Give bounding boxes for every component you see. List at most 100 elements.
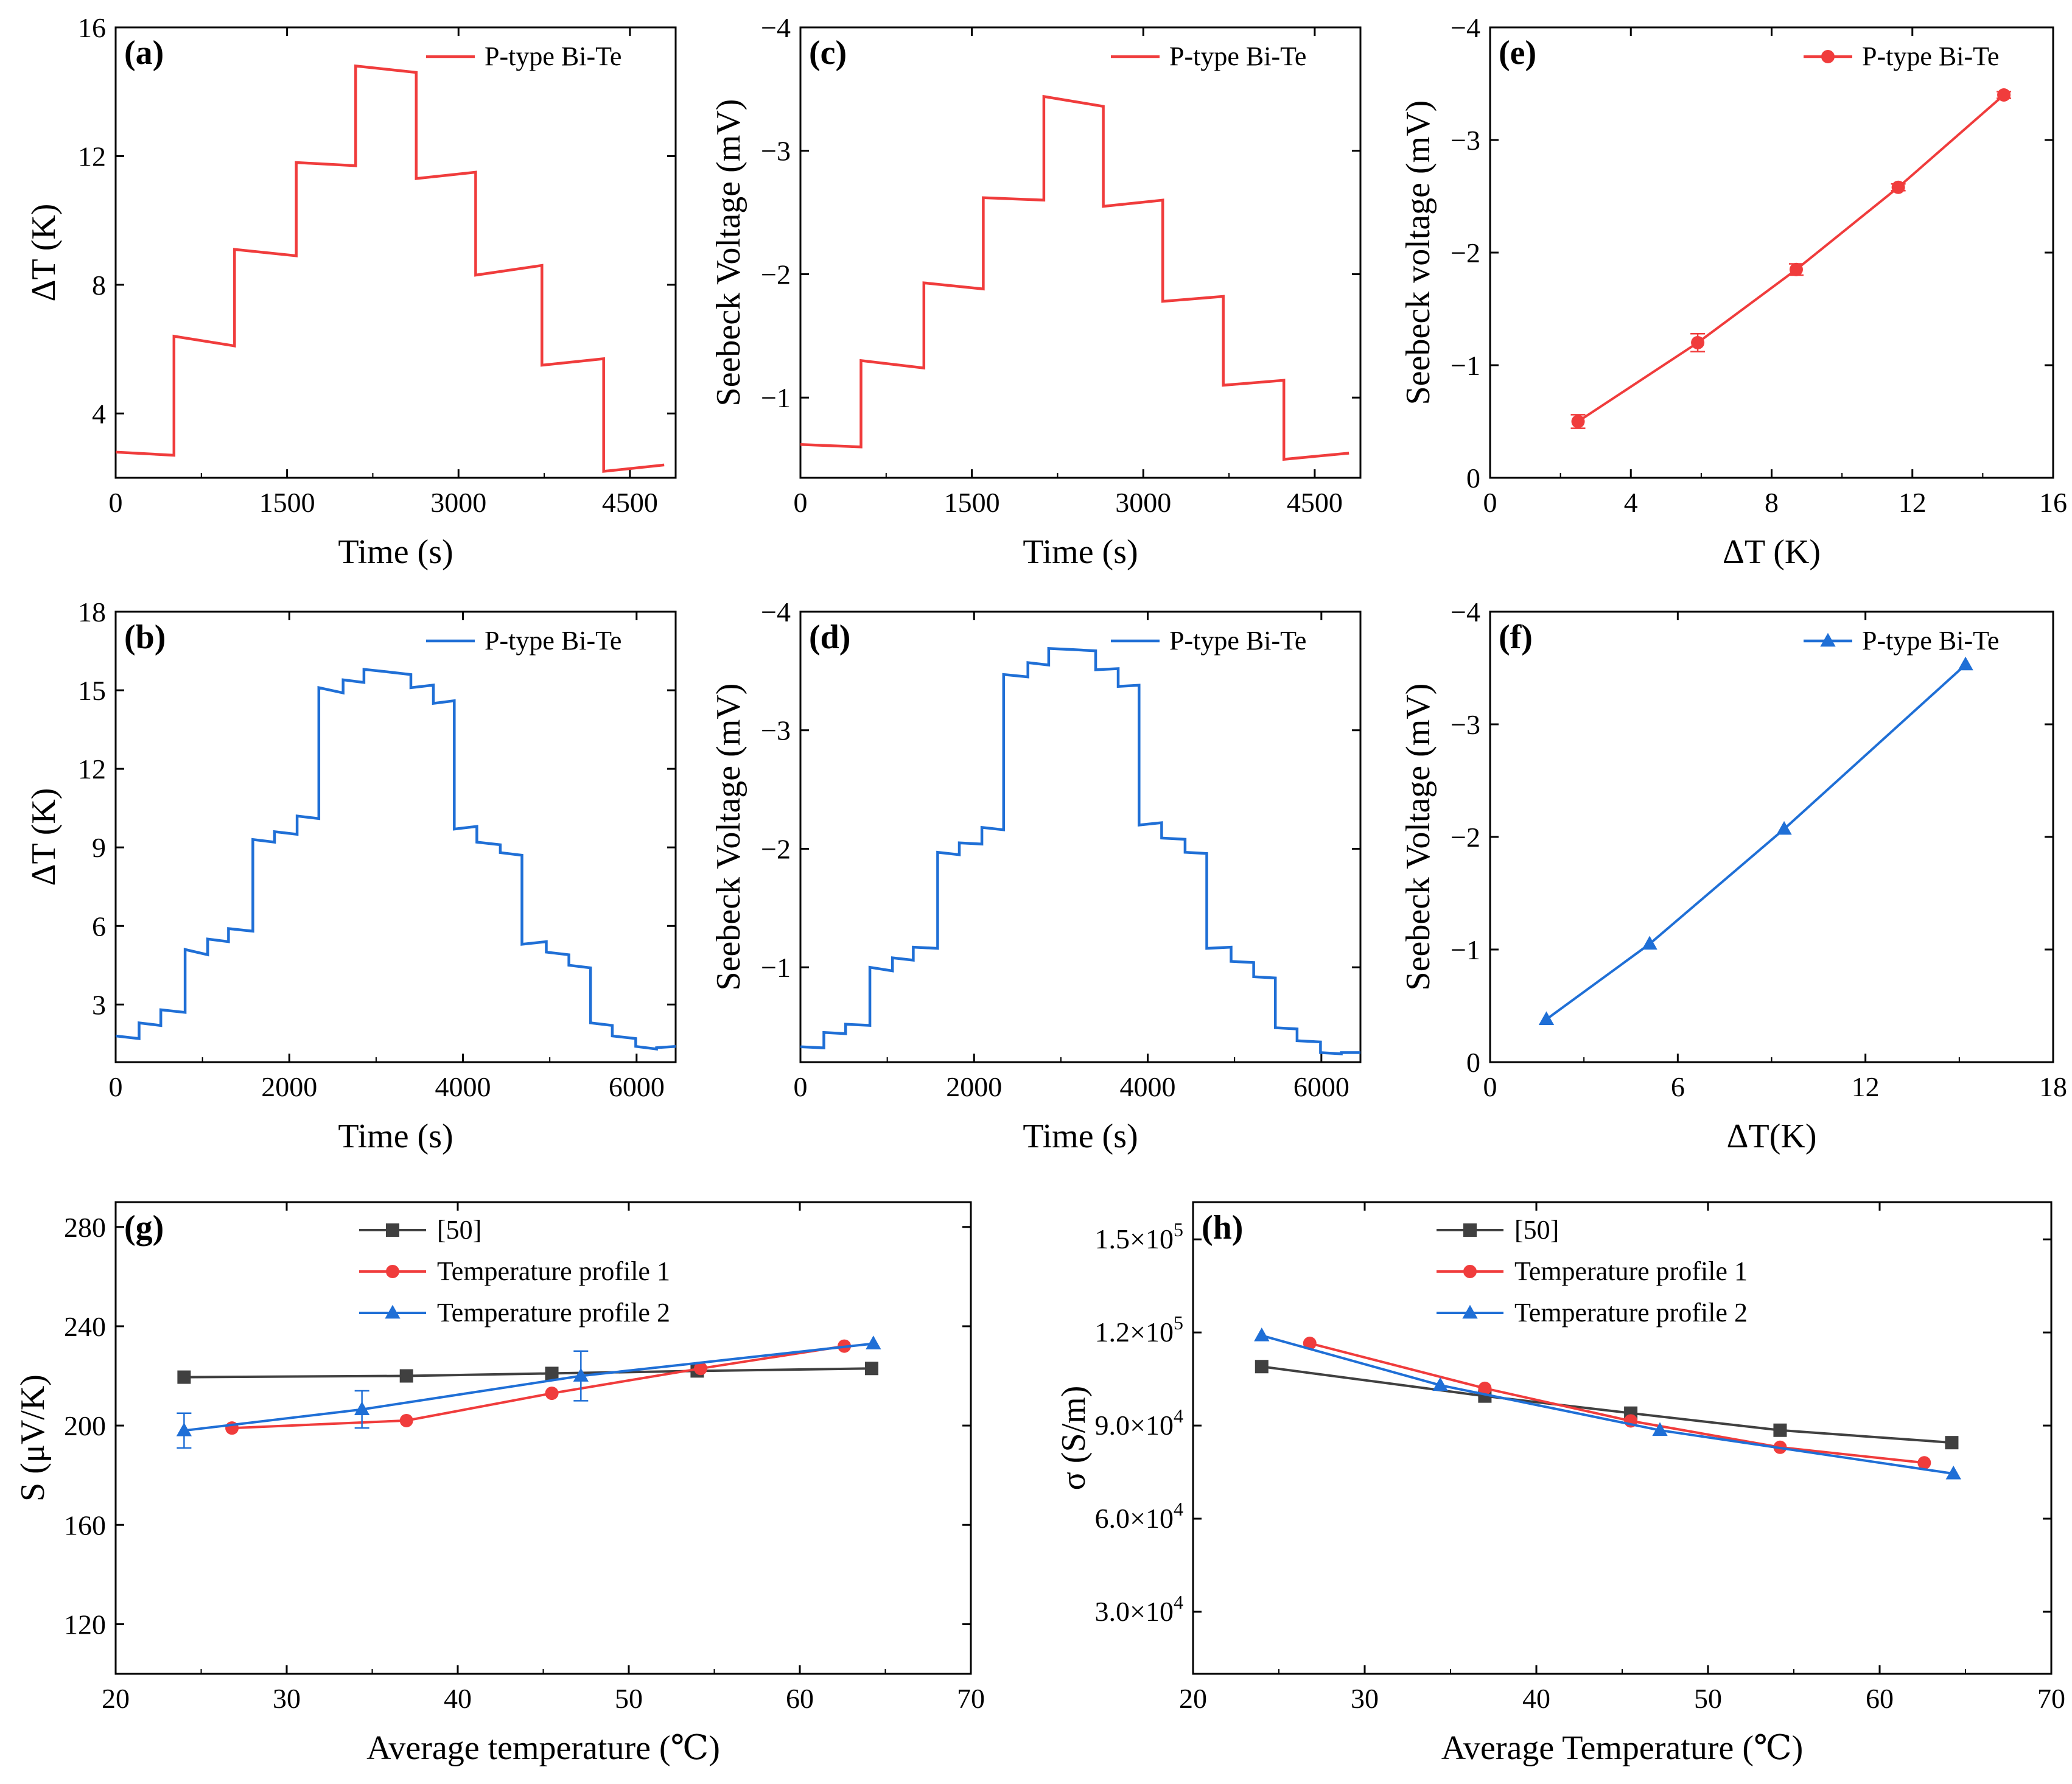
legend: [50] Temperature profile 1 Temperature pro… [1437, 1215, 1748, 1328]
plot-frame [114, 26, 677, 479]
x-tick-label: 40 [444, 1683, 472, 1714]
legend-label: [50] [437, 1215, 481, 1245]
chart-a: 0 1500 3000 4500 4 8 12 16 Time (s) ΔT (K) (a) P-ty… [25, 12, 677, 571]
data-point [354, 1401, 370, 1415]
x-tick-label: 60 [786, 1683, 814, 1714]
legend: P-type Bi-Te [1804, 626, 1999, 656]
y-tick-label: 12 [78, 754, 106, 785]
x-tick-label: 30 [1351, 1683, 1379, 1714]
x-axis-label: Time (s) [338, 1118, 453, 1155]
y-axis-label: ΔT (K) [25, 788, 63, 886]
y-tick-label: −3 [761, 136, 791, 167]
x-tick-label: 4000 [1120, 1071, 1176, 1102]
data-point [176, 1422, 192, 1436]
x-tick-label: 70 [957, 1683, 985, 1714]
x-tick-label: 0 [794, 487, 808, 518]
y-tick-label: 280 [64, 1212, 106, 1243]
y-axis-label: σ (S/m) [1055, 1386, 1093, 1491]
y-tick-label: 120 [64, 1609, 106, 1640]
x-tick-label: 40 [1522, 1683, 1550, 1714]
y-tick-label: 3 [92, 989, 106, 1020]
legend-label: P-type Bi-Te [1862, 41, 1999, 71]
y-tick-label: 9 [92, 832, 106, 863]
data-point [1255, 1360, 1269, 1374]
plot-frame [114, 610, 677, 1063]
data-point [1652, 1422, 1668, 1436]
panel-label: (b) [124, 618, 166, 656]
x-tick-label: 0 [794, 1071, 808, 1102]
legend-label: P-type Bi-Te [1169, 626, 1306, 656]
y-tick-label: 8 [92, 270, 106, 301]
x-tick-label: 6 [1671, 1071, 1685, 1102]
legend-label: P-type Bi-Te [1169, 41, 1306, 71]
y-axis-label: S (μV/K) [14, 1374, 52, 1502]
x-tick-label: 30 [273, 1683, 301, 1714]
x-tick-label: 12 [1852, 1071, 1880, 1102]
legend: P-type Bi-Te [1111, 626, 1306, 656]
x-tick-label: 50 [615, 1683, 643, 1714]
y-tick-label: −1 [1451, 350, 1480, 381]
data-point [545, 1387, 559, 1401]
x-tick-label: 0 [109, 487, 123, 518]
x-tick-label: 4500 [1287, 487, 1343, 518]
x-tick-label: 0 [1483, 487, 1497, 518]
chart-b: 0 2000 4000 6000 3 6 9 12 15 18 Time (s) ΔT (K) (b) P… [25, 596, 677, 1155]
data-point [865, 1362, 879, 1376]
y-tick-label: −4 [1451, 596, 1480, 628]
series-line [184, 1367, 872, 1379]
legend: P-type Bi-Te [1111, 41, 1306, 71]
data-point [1478, 1381, 1492, 1395]
y-tick-label: −1 [761, 952, 791, 983]
chart-e: 0 4 8 12 16 0 −1 −2 −3 −4 ΔT (K) Seebeck voltage (m… [1399, 12, 2067, 571]
y-tick-label: 6 [92, 911, 106, 942]
x-axis-label: Time (s) [1023, 1118, 1138, 1155]
x-tick-label: 2000 [261, 1071, 317, 1102]
y-tick-label: −2 [761, 259, 791, 290]
x-tick-label: 4500 [602, 487, 658, 518]
y-axis-label: Seebeck Voltage (mV) [1399, 684, 1437, 991]
series-line [116, 668, 676, 1051]
x-tick-label: 0 [109, 1071, 123, 1102]
legend-label: Temperature profile 2 [1514, 1298, 1748, 1328]
series-2 [1261, 1334, 1954, 1475]
x-axis-label: Average Temperature (℃) [1441, 1729, 1804, 1767]
y-tick-label: −2 [1451, 822, 1480, 853]
series-0 [800, 94, 1349, 461]
x-tick-label: 1500 [259, 487, 315, 518]
data-point [1691, 336, 1705, 349]
x-axis-label: ΔT (K) [1723, 533, 1821, 571]
legend-marker [1821, 50, 1835, 63]
y-axis-label: Seebeck voltage (mV) [1399, 100, 1437, 405]
y-tick-label: 15 [78, 675, 106, 706]
x-tick-label: 12 [1899, 487, 1927, 518]
data-point [545, 1366, 559, 1380]
y-tick-label: 12 [78, 141, 106, 172]
series-0 [1570, 91, 2012, 429]
data-point [694, 1362, 708, 1376]
legend: P-type Bi-Te [426, 626, 621, 656]
series-line [1309, 1342, 1925, 1464]
y-tick-label: 240 [64, 1311, 106, 1342]
series-0 [184, 1367, 872, 1379]
series-line [116, 64, 665, 473]
series-1 [1309, 1342, 1925, 1464]
x-tick-label: 4000 [435, 1071, 491, 1102]
data-point [1789, 262, 1803, 276]
y-tick-label: 1.5×105 [1095, 1219, 1183, 1254]
chart-d: 0 2000 4000 6000 −1 −2 −3 −4 Time (s) Seebeck Vol… [710, 596, 1362, 1155]
legend: P-type Bi-Te [426, 41, 621, 71]
legend-label: [50] [1514, 1215, 1559, 1245]
legend-label: P-type Bi-Te [485, 41, 621, 71]
y-tick-label: 3.0×104 [1095, 1591, 1183, 1627]
legend-label: Temperature profile 1 [1514, 1256, 1748, 1286]
x-tick-label: 16 [2039, 487, 2067, 518]
data-point [1891, 180, 1905, 194]
panel-label: (e) [1499, 34, 1536, 72]
plot-frame [799, 610, 1362, 1063]
chart-g: 20 30 40 50 60 70 120 160 200 240 280 Average tempe… [14, 1201, 985, 1767]
y-tick-label: −4 [761, 12, 791, 43]
x-tick-label: 6000 [1293, 1071, 1349, 1102]
x-axis-label: Time (s) [338, 533, 453, 571]
y-tick-label: 200 [64, 1410, 106, 1441]
